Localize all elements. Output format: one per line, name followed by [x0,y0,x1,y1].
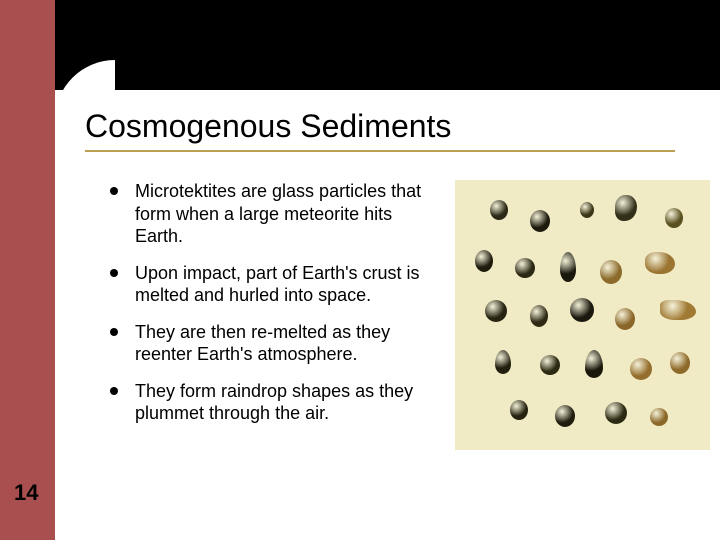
tektite [495,350,511,374]
tektite [585,350,603,378]
tektite [660,300,696,320]
tektite [600,260,622,284]
tektite [530,210,550,232]
bullet-item: They are then re-melted as they reenter … [110,321,440,366]
tektite [555,405,575,427]
slide-title: Cosmogenous Sediments [85,108,451,145]
tektite [650,408,668,426]
tektite [540,355,560,375]
tektite [570,298,594,322]
tektite [515,258,535,278]
bullet-list: Microtektites are glass particles that f… [110,180,440,439]
tektite [615,308,635,330]
tektite [615,195,637,221]
tektite-image [455,180,710,450]
tektite [645,252,675,274]
tektite [670,352,690,374]
tektite [605,402,627,424]
tektite [490,200,508,220]
tektite [665,208,683,228]
tektite [560,252,576,282]
slide-number: 14 [14,480,38,506]
tektite [630,358,652,380]
bullet-item: Microtektites are glass particles that f… [110,180,440,248]
tektite [485,300,507,322]
tektite [580,202,594,218]
title-underline [85,150,675,152]
top-accent [55,0,720,90]
bullet-item: Upon impact, part of Earth's crust is me… [110,262,440,307]
tektite [475,250,493,272]
sidebar-accent [0,0,55,540]
tektite [530,305,548,327]
tektite [510,400,528,420]
bullet-item: They form raindrop shapes as they plumme… [110,380,440,425]
